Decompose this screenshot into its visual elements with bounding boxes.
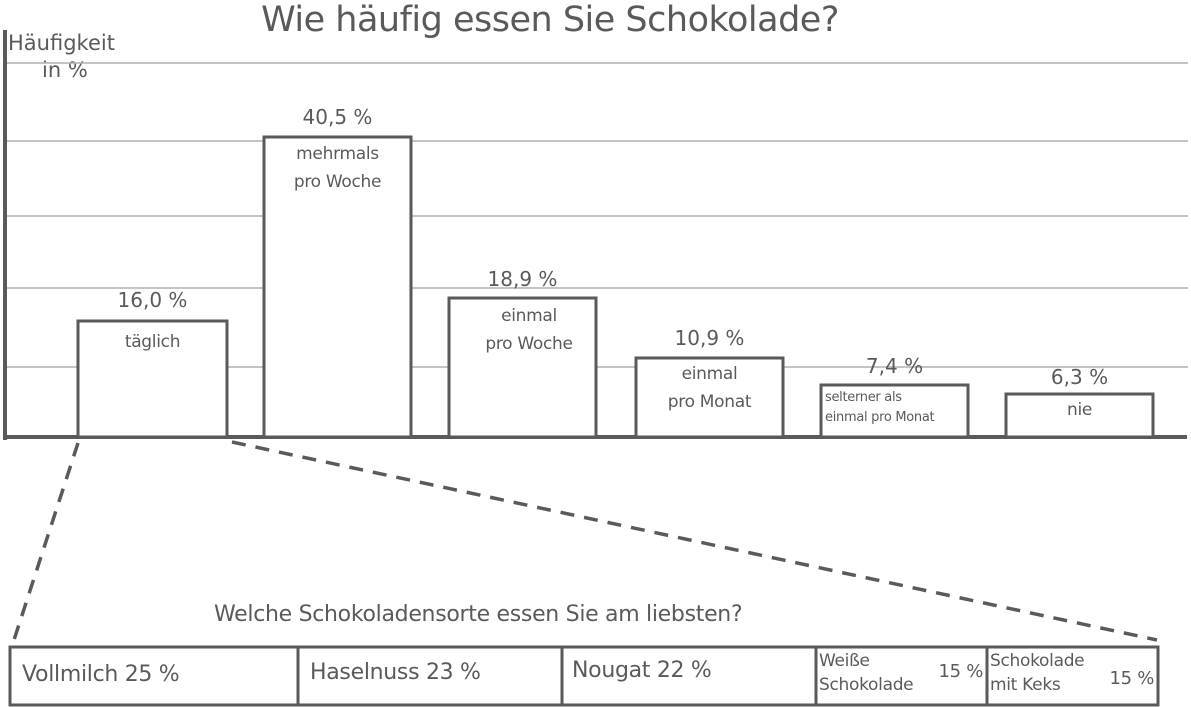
breakdown-cell-vollmilch: Vollmilch 25 % [22, 662, 180, 687]
bar-value-label: 7,4 % [865, 354, 924, 378]
y-axis-label-line1: Häufigkeit [8, 31, 115, 55]
bar-value-label: 16,0 % [117, 288, 188, 312]
bar-category-label: täglich [124, 332, 181, 352]
drilldown-connectors [11, 440, 1158, 644]
bar-category-label: einmal pro Woche [485, 306, 573, 354]
breakdown-cell-haselnuss: Haselnuss 23 % [310, 660, 481, 685]
bar-category-label: selterner als einmal pro Monat [825, 390, 935, 425]
chart-title: Wie häufig essen Sie Schokolade? [261, 0, 839, 40]
bar-category-label: mehrmals pro Woche [293, 144, 382, 192]
bar-taeglich [76, 319, 229, 439]
breakdown-cell-weisse-schokolade: Weiße Schokolade 15 % [819, 651, 983, 695]
bar-category-label: nie [1066, 400, 1093, 420]
bar-einmal-pro-monat [634, 356, 785, 439]
breakdown-title: Welche Schokoladensorte essen Sie am lie… [214, 602, 743, 627]
bar-value-label: 6,3 % [1050, 365, 1109, 389]
breakdown-box [8, 645, 1160, 707]
y-axis-label: Häufigkeit in % [8, 30, 115, 84]
bar-seltener [819, 383, 970, 439]
breakdown-cell-nougat: Nougat 22 % [572, 658, 712, 683]
bar-value-label: 18,9 % [487, 267, 558, 291]
bar-mehrmals-pro-woche [262, 135, 413, 439]
bar-nie [1004, 392, 1155, 439]
bar-value-label: 10,9 % [674, 326, 745, 350]
bar-category-label: einmal pro Monat [667, 364, 752, 412]
y-axis-label-line2: in % [42, 58, 88, 82]
breakdown-cell-schokolade-mit-keks: Schokolade mit Keks 15 % [990, 651, 1154, 695]
bar-value-label: 40,5 % [302, 105, 373, 129]
bar-einmal-pro-woche [447, 296, 598, 439]
